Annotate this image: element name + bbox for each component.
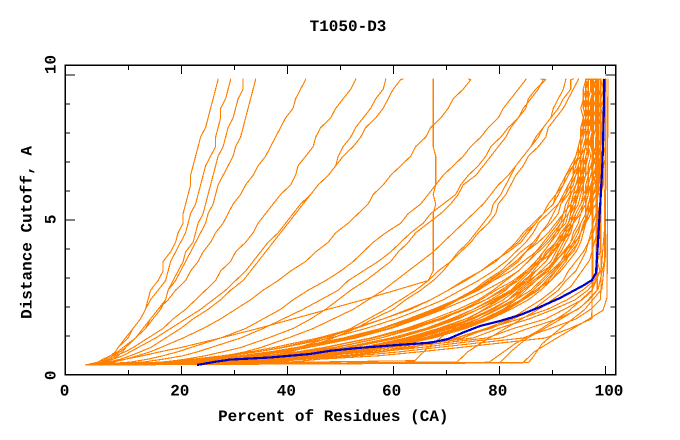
svg-text:60: 60 — [382, 383, 401, 401]
svg-text:80: 80 — [488, 383, 507, 401]
svg-text:5: 5 — [43, 214, 61, 224]
svg-text:0: 0 — [43, 370, 61, 380]
svg-text:Percent of Residues (CA): Percent of Residues (CA) — [218, 408, 448, 426]
svg-text:Distance Cutoff, A: Distance Cutoff, A — [19, 146, 37, 319]
svg-text:0: 0 — [60, 383, 70, 401]
svg-text:40: 40 — [277, 383, 296, 401]
svg-text:100: 100 — [595, 383, 624, 401]
svg-text:10: 10 — [43, 55, 61, 74]
svg-text:T1050-D3: T1050-D3 — [310, 18, 387, 36]
svg-text:20: 20 — [170, 383, 189, 401]
